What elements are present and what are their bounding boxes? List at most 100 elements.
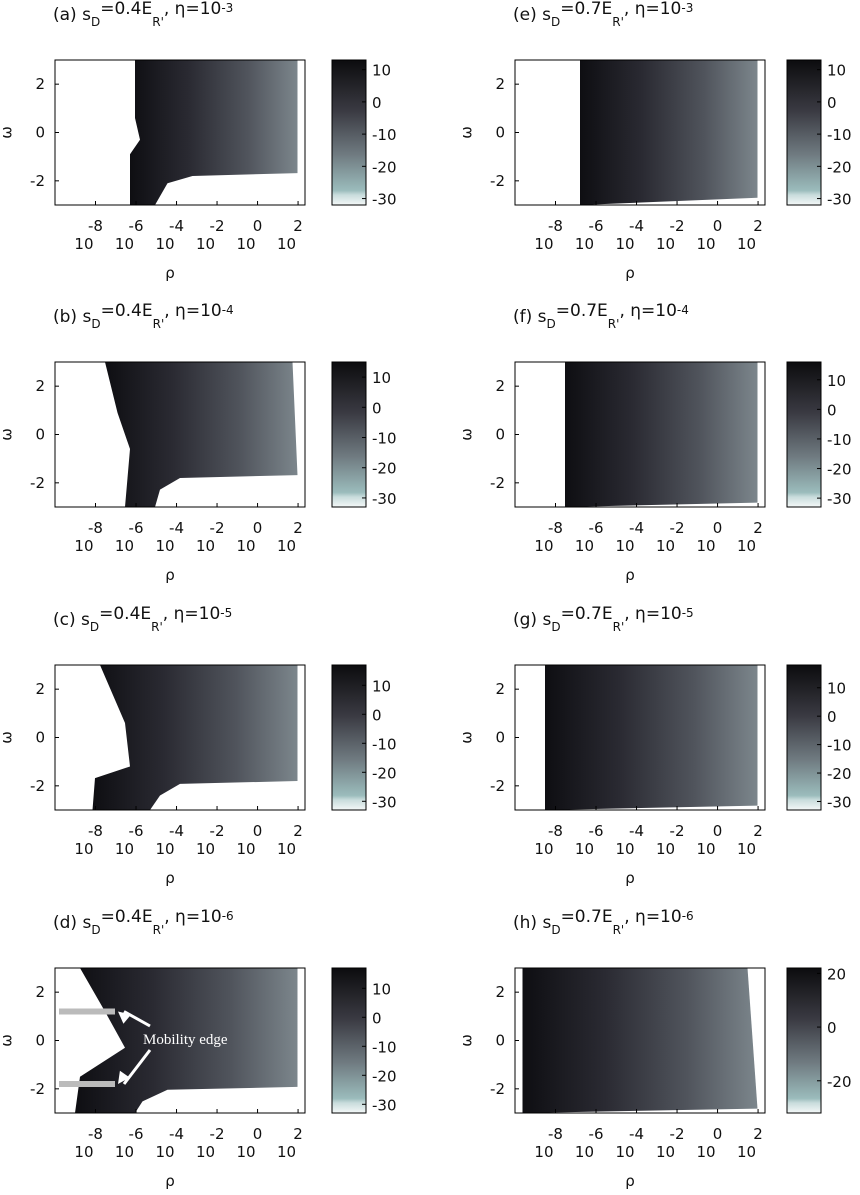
title-part: =0.4E bbox=[100, 0, 152, 19]
colorbar-tick-label: -30 bbox=[372, 1096, 397, 1114]
x-tick-label: 10 bbox=[615, 537, 634, 555]
y-tick-label: -2 bbox=[490, 172, 505, 190]
x-tick-exponent: -2 bbox=[670, 217, 685, 235]
panel-title: (c) sD=0.4ER', η=10-5 bbox=[53, 604, 232, 634]
x-tick-label: 10 bbox=[236, 537, 255, 555]
colorbar-tick-label: -10 bbox=[372, 735, 397, 753]
title-part: R' bbox=[153, 923, 165, 937]
title-part: R' bbox=[608, 317, 620, 331]
x-axis-label: ρ bbox=[165, 264, 175, 282]
x-tick-label: 10 bbox=[737, 1143, 756, 1161]
colorbar-tick-label: -10 bbox=[372, 126, 397, 144]
y-tick-label: -2 bbox=[30, 172, 45, 190]
x-tick-exponent: -6 bbox=[129, 822, 144, 840]
colorbar-tick-label: -20 bbox=[827, 461, 852, 479]
title-part: D bbox=[91, 15, 100, 29]
y-tick-label: 0 bbox=[495, 729, 505, 747]
y-tick-label: 2 bbox=[35, 983, 45, 1001]
title-part: =0.4E bbox=[101, 301, 153, 321]
colorbar-tick-label: 10 bbox=[827, 372, 846, 390]
x-axis-label: ρ bbox=[625, 1172, 635, 1190]
x-axis-label: ρ bbox=[625, 566, 635, 584]
x-tick-label: 10 bbox=[534, 537, 553, 555]
title-part: =0.7E bbox=[560, 0, 612, 19]
x-tick-exponent: 0 bbox=[253, 822, 263, 840]
x-tick-exponent: -4 bbox=[169, 519, 184, 537]
title-part: (b) s bbox=[53, 307, 91, 327]
x-tick-exponent: -8 bbox=[88, 822, 103, 840]
y-tick-label: 2 bbox=[495, 75, 505, 93]
x-tick-label: 10 bbox=[696, 235, 715, 253]
x-tick-label: 10 bbox=[575, 537, 594, 555]
y-axis-label: ω bbox=[458, 1034, 476, 1047]
x-tick-label: 10 bbox=[74, 840, 93, 858]
x-tick-exponent: 0 bbox=[713, 822, 723, 840]
x-tick-exponent: -6 bbox=[129, 217, 144, 235]
x-tick-exponent: -8 bbox=[548, 519, 563, 537]
colorbar-tick-label: -20 bbox=[372, 764, 397, 782]
title-part: (f) s bbox=[513, 307, 547, 327]
y-tick-label: 0 bbox=[35, 426, 45, 444]
colorbar-tick-label: 0 bbox=[372, 94, 382, 112]
density-region bbox=[105, 362, 298, 507]
colorbar-tick-label: -10 bbox=[372, 1038, 397, 1056]
colorbar-tick-label: 10 bbox=[372, 980, 391, 998]
y-tick-label: -2 bbox=[30, 1080, 45, 1098]
y-axis-label: ω bbox=[458, 731, 476, 744]
x-tick-exponent: 2 bbox=[293, 822, 303, 840]
x-tick-label: 10 bbox=[74, 235, 93, 253]
x-tick-exponent: 2 bbox=[293, 519, 303, 537]
x-tick-label: 10 bbox=[155, 537, 174, 555]
x-tick-exponent: 0 bbox=[713, 217, 723, 235]
x-tick-exponent: -2 bbox=[210, 1125, 225, 1143]
x-tick-exponent: -8 bbox=[88, 1125, 103, 1143]
x-tick-exponent: -8 bbox=[548, 217, 563, 235]
x-tick-exponent: 0 bbox=[253, 1125, 263, 1143]
title-part: (c) s bbox=[53, 610, 90, 630]
x-axis-label: ρ bbox=[625, 869, 635, 887]
edge-marker bbox=[59, 1008, 115, 1015]
x-tick-label: 10 bbox=[155, 840, 174, 858]
title-part: =0.7E bbox=[556, 301, 608, 321]
colorbar bbox=[331, 59, 367, 206]
colorbar-tick-label: -20 bbox=[372, 460, 397, 478]
panel-title: (d) sD=0.4ER', η=10-6 bbox=[53, 907, 234, 937]
y-tick-label: 2 bbox=[35, 680, 45, 698]
colorbar-tick-label: -10 bbox=[827, 431, 852, 449]
x-tick-exponent: -2 bbox=[210, 217, 225, 235]
title-part: D bbox=[91, 317, 100, 331]
x-tick-exponent: 2 bbox=[753, 217, 763, 235]
x-tick-exponent: 0 bbox=[713, 1125, 723, 1143]
x-tick-label: 10 bbox=[534, 1143, 553, 1161]
edge-marker bbox=[59, 1081, 115, 1087]
x-tick-label: 10 bbox=[277, 235, 296, 253]
x-tick-label: 10 bbox=[115, 840, 134, 858]
x-tick-label: 10 bbox=[236, 235, 255, 253]
x-tick-label: 10 bbox=[615, 840, 634, 858]
y-tick-label: 0 bbox=[35, 1032, 45, 1050]
x-tick-label: 10 bbox=[196, 1143, 215, 1161]
title-part: D bbox=[91, 923, 100, 937]
x-axis-label: ρ bbox=[625, 264, 635, 282]
title-part: D bbox=[551, 15, 560, 29]
colorbar-tick-label: -20 bbox=[372, 1067, 397, 1085]
title-part: =0.4E bbox=[99, 604, 151, 624]
annotation: Mobility edge bbox=[143, 1032, 228, 1048]
x-axis-label: ρ bbox=[165, 869, 175, 887]
title-part: =0.7E bbox=[561, 604, 613, 624]
y-tick-label: -2 bbox=[30, 474, 45, 492]
title-part: R' bbox=[613, 620, 625, 634]
title-part: , η=10 bbox=[164, 907, 221, 927]
x-tick-label: 10 bbox=[737, 537, 756, 555]
colorbar-tick-label: 0 bbox=[827, 401, 837, 419]
x-tick-label: 10 bbox=[696, 840, 715, 858]
x-tick-exponent: 2 bbox=[293, 217, 303, 235]
x-tick-exponent: -2 bbox=[670, 822, 685, 840]
x-tick-exponent: -2 bbox=[210, 822, 225, 840]
title-part: D bbox=[547, 317, 556, 331]
y-axis-label: ω bbox=[0, 1034, 16, 1047]
x-tick-label: 10 bbox=[615, 235, 634, 253]
y-tick-label: -2 bbox=[490, 777, 505, 795]
colorbar-tick-label: -30 bbox=[372, 793, 397, 811]
density-region bbox=[522, 968, 758, 1113]
